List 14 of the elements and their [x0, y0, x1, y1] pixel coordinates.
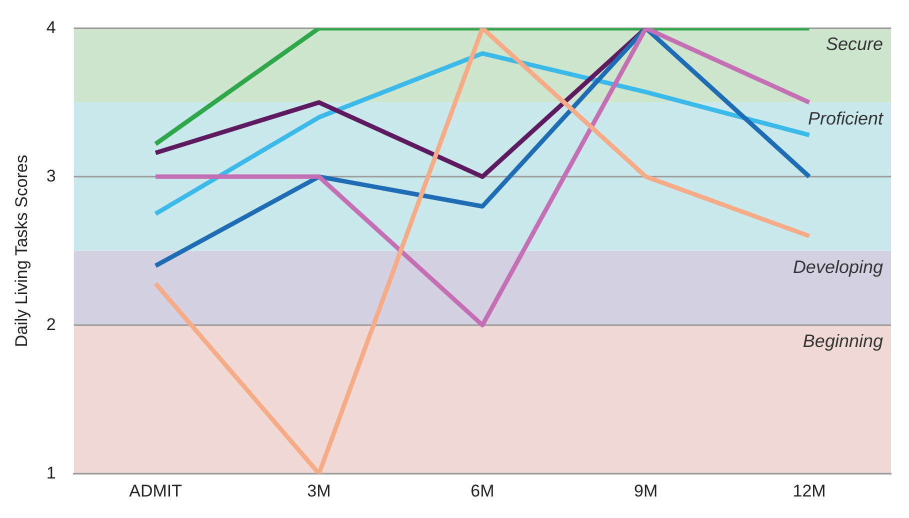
x-tick-label: 9M — [634, 481, 658, 500]
x-tick-label: 6M — [470, 481, 494, 500]
y-tick-label: 1 — [46, 463, 56, 482]
x-tick-label: ADMIT — [129, 481, 182, 500]
y-tick-label: 3 — [46, 166, 56, 186]
x-tick-label: 12M — [792, 481, 826, 500]
y-tick-label: 2 — [46, 314, 56, 334]
y-axis-title: Daily Living Tasks Scores — [12, 154, 31, 348]
y-tick-label: 4 — [46, 18, 56, 37]
band-label: Beginning — [802, 331, 883, 352]
band-label: Secure — [826, 34, 883, 54]
x-tick-label: 3M — [307, 481, 331, 500]
band-label: Developing — [792, 256, 883, 277]
band-label: Proficient — [808, 108, 884, 128]
